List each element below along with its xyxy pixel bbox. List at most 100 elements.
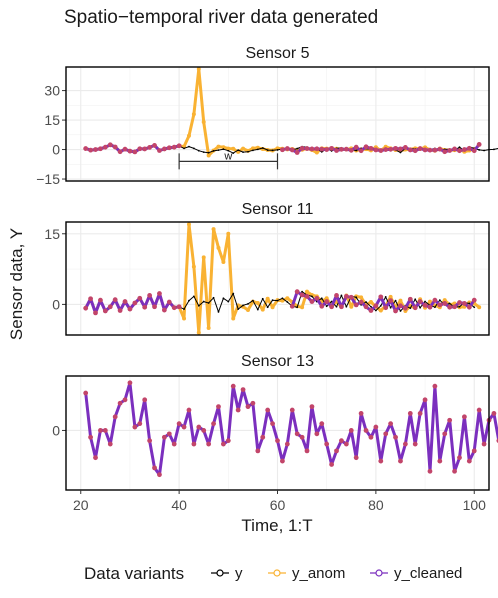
- data-point: [192, 295, 195, 298]
- data-point: [117, 149, 123, 155]
- data-point: [132, 424, 138, 430]
- x-tick-label: 80: [368, 497, 384, 513]
- data-point: [147, 144, 153, 150]
- data-point: [271, 299, 274, 302]
- data-point: [294, 150, 300, 155]
- series-y-cleaned: [83, 142, 182, 155]
- data-point: [393, 434, 398, 440]
- data-point: [378, 294, 384, 300]
- data-point: [241, 146, 246, 151]
- data-point: [211, 421, 216, 427]
- data-point: [93, 310, 98, 316]
- data-point: [242, 304, 244, 307]
- window-label: w: [223, 150, 232, 162]
- data-point: [305, 289, 310, 294]
- data-point: [422, 397, 428, 403]
- data-point: [447, 304, 453, 310]
- data-point: [304, 146, 310, 151]
- y-tick-label: 0: [52, 422, 60, 438]
- data-point: [275, 438, 280, 444]
- data-point: [188, 145, 190, 148]
- panel-border: [65, 66, 490, 182]
- panels: Sensor 5 −15 0 15 30 w Sensor 11 0 15 Sensor 13 0 2…: [36, 45, 498, 513]
- data-point: [304, 293, 310, 299]
- data-point: [329, 462, 335, 467]
- data-point: [294, 289, 300, 295]
- data-point: [353, 144, 359, 150]
- data-point: [289, 407, 295, 413]
- data-point: [398, 146, 403, 152]
- data-point: [252, 149, 254, 152]
- data-point: [225, 438, 231, 444]
- data-point: [466, 304, 472, 310]
- data-point: [235, 407, 241, 413]
- data-point: [206, 153, 211, 158]
- data-point: [216, 144, 221, 149]
- data-point: [161, 307, 167, 313]
- series-y-anom: [83, 222, 482, 335]
- data-point: [231, 316, 236, 321]
- panel-title: Sensor 13: [241, 353, 314, 370]
- panel-2: Sensor 11 0 15: [44, 201, 490, 336]
- data-point: [457, 300, 462, 305]
- data-point: [339, 438, 344, 444]
- data-point: [237, 149, 240, 152]
- data-point: [368, 300, 373, 305]
- legend-item-y-anom: y_anom: [268, 565, 345, 582]
- data-point: [462, 414, 467, 420]
- data-point: [212, 296, 215, 299]
- data-point: [402, 305, 408, 311]
- data-point: [412, 441, 418, 447]
- data-point: [427, 299, 432, 304]
- data-point: [232, 152, 235, 154]
- data-point: [226, 231, 231, 236]
- data-point: [191, 112, 196, 117]
- data-point: [471, 297, 477, 303]
- data-point: [222, 148, 225, 151]
- data-point: [314, 146, 320, 152]
- data-point: [230, 383, 236, 389]
- data-point: [476, 142, 482, 147]
- data-point: [127, 380, 133, 386]
- data-point: [142, 146, 148, 152]
- data-point: [247, 150, 249, 153]
- data-point: [227, 149, 230, 152]
- data-point: [260, 307, 265, 312]
- data-point: [98, 146, 103, 152]
- y-tick-label: 15: [44, 226, 60, 242]
- data-point: [388, 298, 394, 304]
- data-point: [221, 260, 226, 265]
- data-point: [280, 458, 285, 464]
- data-point: [394, 299, 397, 302]
- data-point: [152, 465, 157, 471]
- data-point: [363, 428, 369, 433]
- data-point: [217, 311, 220, 313]
- data-point: [473, 306, 476, 309]
- x-tick-label: 40: [171, 497, 187, 513]
- data-point: [424, 300, 426, 303]
- legend-key-marker: [216, 569, 224, 577]
- data-point: [339, 146, 344, 152]
- data-point: [398, 298, 403, 303]
- data-point: [417, 146, 423, 151]
- data-point: [147, 293, 153, 298]
- data-point: [161, 434, 167, 440]
- data-point: [422, 147, 428, 153]
- grid: [66, 222, 489, 335]
- data-point: [207, 302, 210, 304]
- data-point: [261, 297, 264, 300]
- data-point: [196, 424, 202, 430]
- data-point: [437, 146, 443, 152]
- data-point: [471, 148, 477, 154]
- data-point: [211, 227, 216, 232]
- x-axis-label: Time, 1:T: [241, 516, 312, 535]
- data-point: [319, 146, 325, 152]
- data-point: [93, 147, 98, 152]
- data-point: [107, 441, 113, 447]
- data-point: [192, 147, 195, 150]
- legend-label: y_anom: [292, 565, 345, 582]
- data-point: [296, 147, 299, 150]
- data-point: [142, 304, 148, 310]
- data-point: [245, 404, 251, 410]
